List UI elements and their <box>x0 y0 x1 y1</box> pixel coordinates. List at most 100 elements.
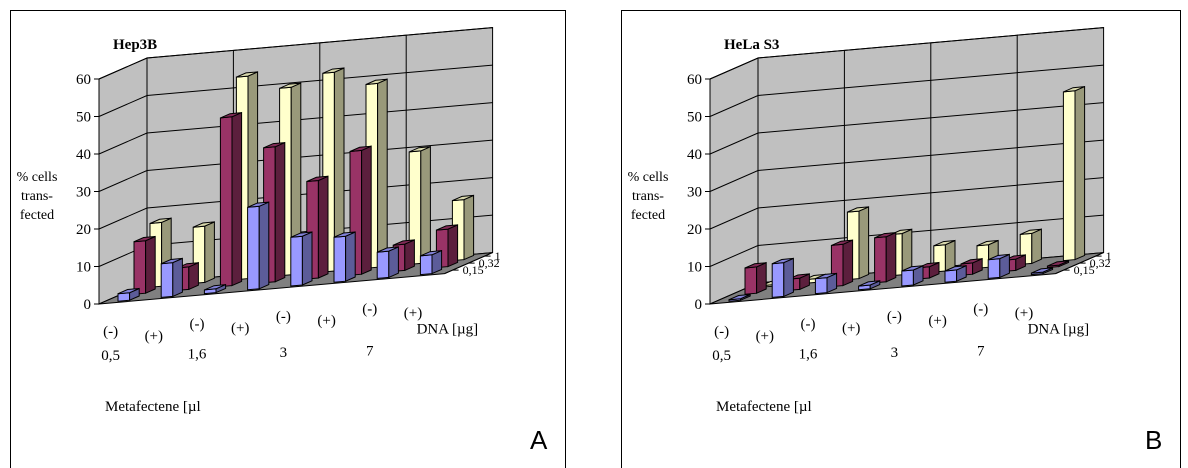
series-label: 1 <box>495 249 501 263</box>
y-tick-label: 50 <box>76 110 91 126</box>
bar-top <box>290 231 313 238</box>
category-label: (-) <box>714 324 729 340</box>
bar <box>117 287 140 302</box>
y-tick-label: 40 <box>687 147 702 163</box>
y-tick-label: 20 <box>76 222 91 238</box>
y-tick-label: 50 <box>687 110 702 126</box>
category-label: (+) <box>928 313 946 329</box>
bar-front <box>944 269 958 283</box>
group-label: 7 <box>366 343 374 359</box>
bar-top <box>192 221 215 228</box>
category-label: (+) <box>317 313 335 329</box>
bar <box>451 194 475 262</box>
gridline <box>709 64 1104 117</box>
bar-top <box>117 288 140 295</box>
category-label: (-) <box>362 301 377 317</box>
x-axis: (-) (+) (-) (+) (-) (+) (-) (+) 0,5 1,6 3 7 Metafect… <box>712 301 1033 415</box>
chart-title: HeLa S3 <box>724 37 779 53</box>
y-tick-label: 10 <box>76 260 91 276</box>
bar-side <box>1074 85 1086 261</box>
bar <box>858 280 881 291</box>
bar-top <box>279 82 302 89</box>
bar <box>290 231 313 287</box>
bar <box>944 264 967 283</box>
group-label: 1,6 <box>188 347 207 363</box>
bar-top <box>1019 228 1042 235</box>
bar-top <box>408 146 431 153</box>
bar-top <box>263 142 286 149</box>
bar-top <box>392 239 415 246</box>
panel-a: 0 10 20 30 40 50 60 0,15 0,32 1 DNA [µg] (-) (+) (-)(… <box>10 10 566 468</box>
bar-top <box>744 262 767 269</box>
bar <box>960 257 983 276</box>
panel-label: B <box>1145 425 1162 455</box>
bar-side <box>377 78 388 268</box>
bar <box>728 293 751 302</box>
bar-side <box>317 175 329 279</box>
y-axis: 0 10 20 30 40 50 60 <box>687 72 710 313</box>
bar-top <box>1031 267 1053 274</box>
category-label: (-) <box>887 309 902 325</box>
group-label: 3 <box>280 345 288 361</box>
bar <box>771 257 794 298</box>
bar <box>219 111 243 288</box>
bar-top <box>376 246 399 253</box>
depth-axis: 0,150,321 DNA [µg] <box>417 249 501 338</box>
depth-axis-title: DNA [µg] <box>417 322 479 338</box>
bar-front <box>219 116 233 288</box>
y-tick-label: 60 <box>687 72 702 88</box>
y-axis-title-line: fected <box>20 208 54 223</box>
bar-top <box>306 175 329 182</box>
bar-top <box>133 236 156 243</box>
category-label: (+) <box>404 306 422 322</box>
group-label: 3 <box>891 345 899 361</box>
group-label: 0,5 <box>712 348 731 364</box>
y-tick-label: 20 <box>687 222 702 238</box>
bar-top <box>933 240 956 247</box>
bar-front <box>987 258 1001 279</box>
bar-top <box>452 194 474 202</box>
gridline <box>709 27 1104 80</box>
bar-top <box>333 231 356 238</box>
bar-top <box>858 280 881 287</box>
bar-front <box>290 235 303 287</box>
bar <box>1046 260 1070 269</box>
gridline <box>709 214 1104 267</box>
group-label: 1,6 <box>799 347 818 363</box>
y-axis-title-line: trans- <box>21 189 53 204</box>
bar-front <box>133 240 147 295</box>
y-tick-label: 10 <box>687 260 702 276</box>
bar-top <box>976 240 999 247</box>
bar <box>874 231 897 284</box>
bar <box>333 231 356 283</box>
x-axis-title: Metafectene [µl <box>105 399 201 415</box>
series-label: 0,15 <box>463 263 484 277</box>
bar-top <box>728 294 751 301</box>
depth-axis: 0,150,321 DNA [µg] <box>1028 249 1112 338</box>
group-label: 0,5 <box>101 348 120 364</box>
bar-side <box>463 194 475 261</box>
y-tick-label: 30 <box>687 185 702 201</box>
bar <box>133 235 156 295</box>
bar-side <box>345 231 356 282</box>
bar-front <box>419 254 433 276</box>
bar-side <box>361 145 372 275</box>
bar-side <box>783 257 794 298</box>
bar-top <box>771 257 794 265</box>
gridline <box>709 102 1104 155</box>
category-label: (+) <box>231 321 249 337</box>
bar-side <box>447 224 459 268</box>
bar <box>419 249 443 276</box>
series-label: 1 <box>1106 249 1112 263</box>
y-tick-label: 40 <box>76 147 91 163</box>
bar-side <box>388 246 399 279</box>
bar <box>263 141 286 284</box>
bar <box>408 145 431 265</box>
bar <box>901 265 924 287</box>
category-label: (-) <box>103 324 118 340</box>
bar-side <box>301 231 313 286</box>
gridline <box>709 139 1104 192</box>
bar <box>160 257 183 298</box>
bar-side <box>885 231 897 283</box>
